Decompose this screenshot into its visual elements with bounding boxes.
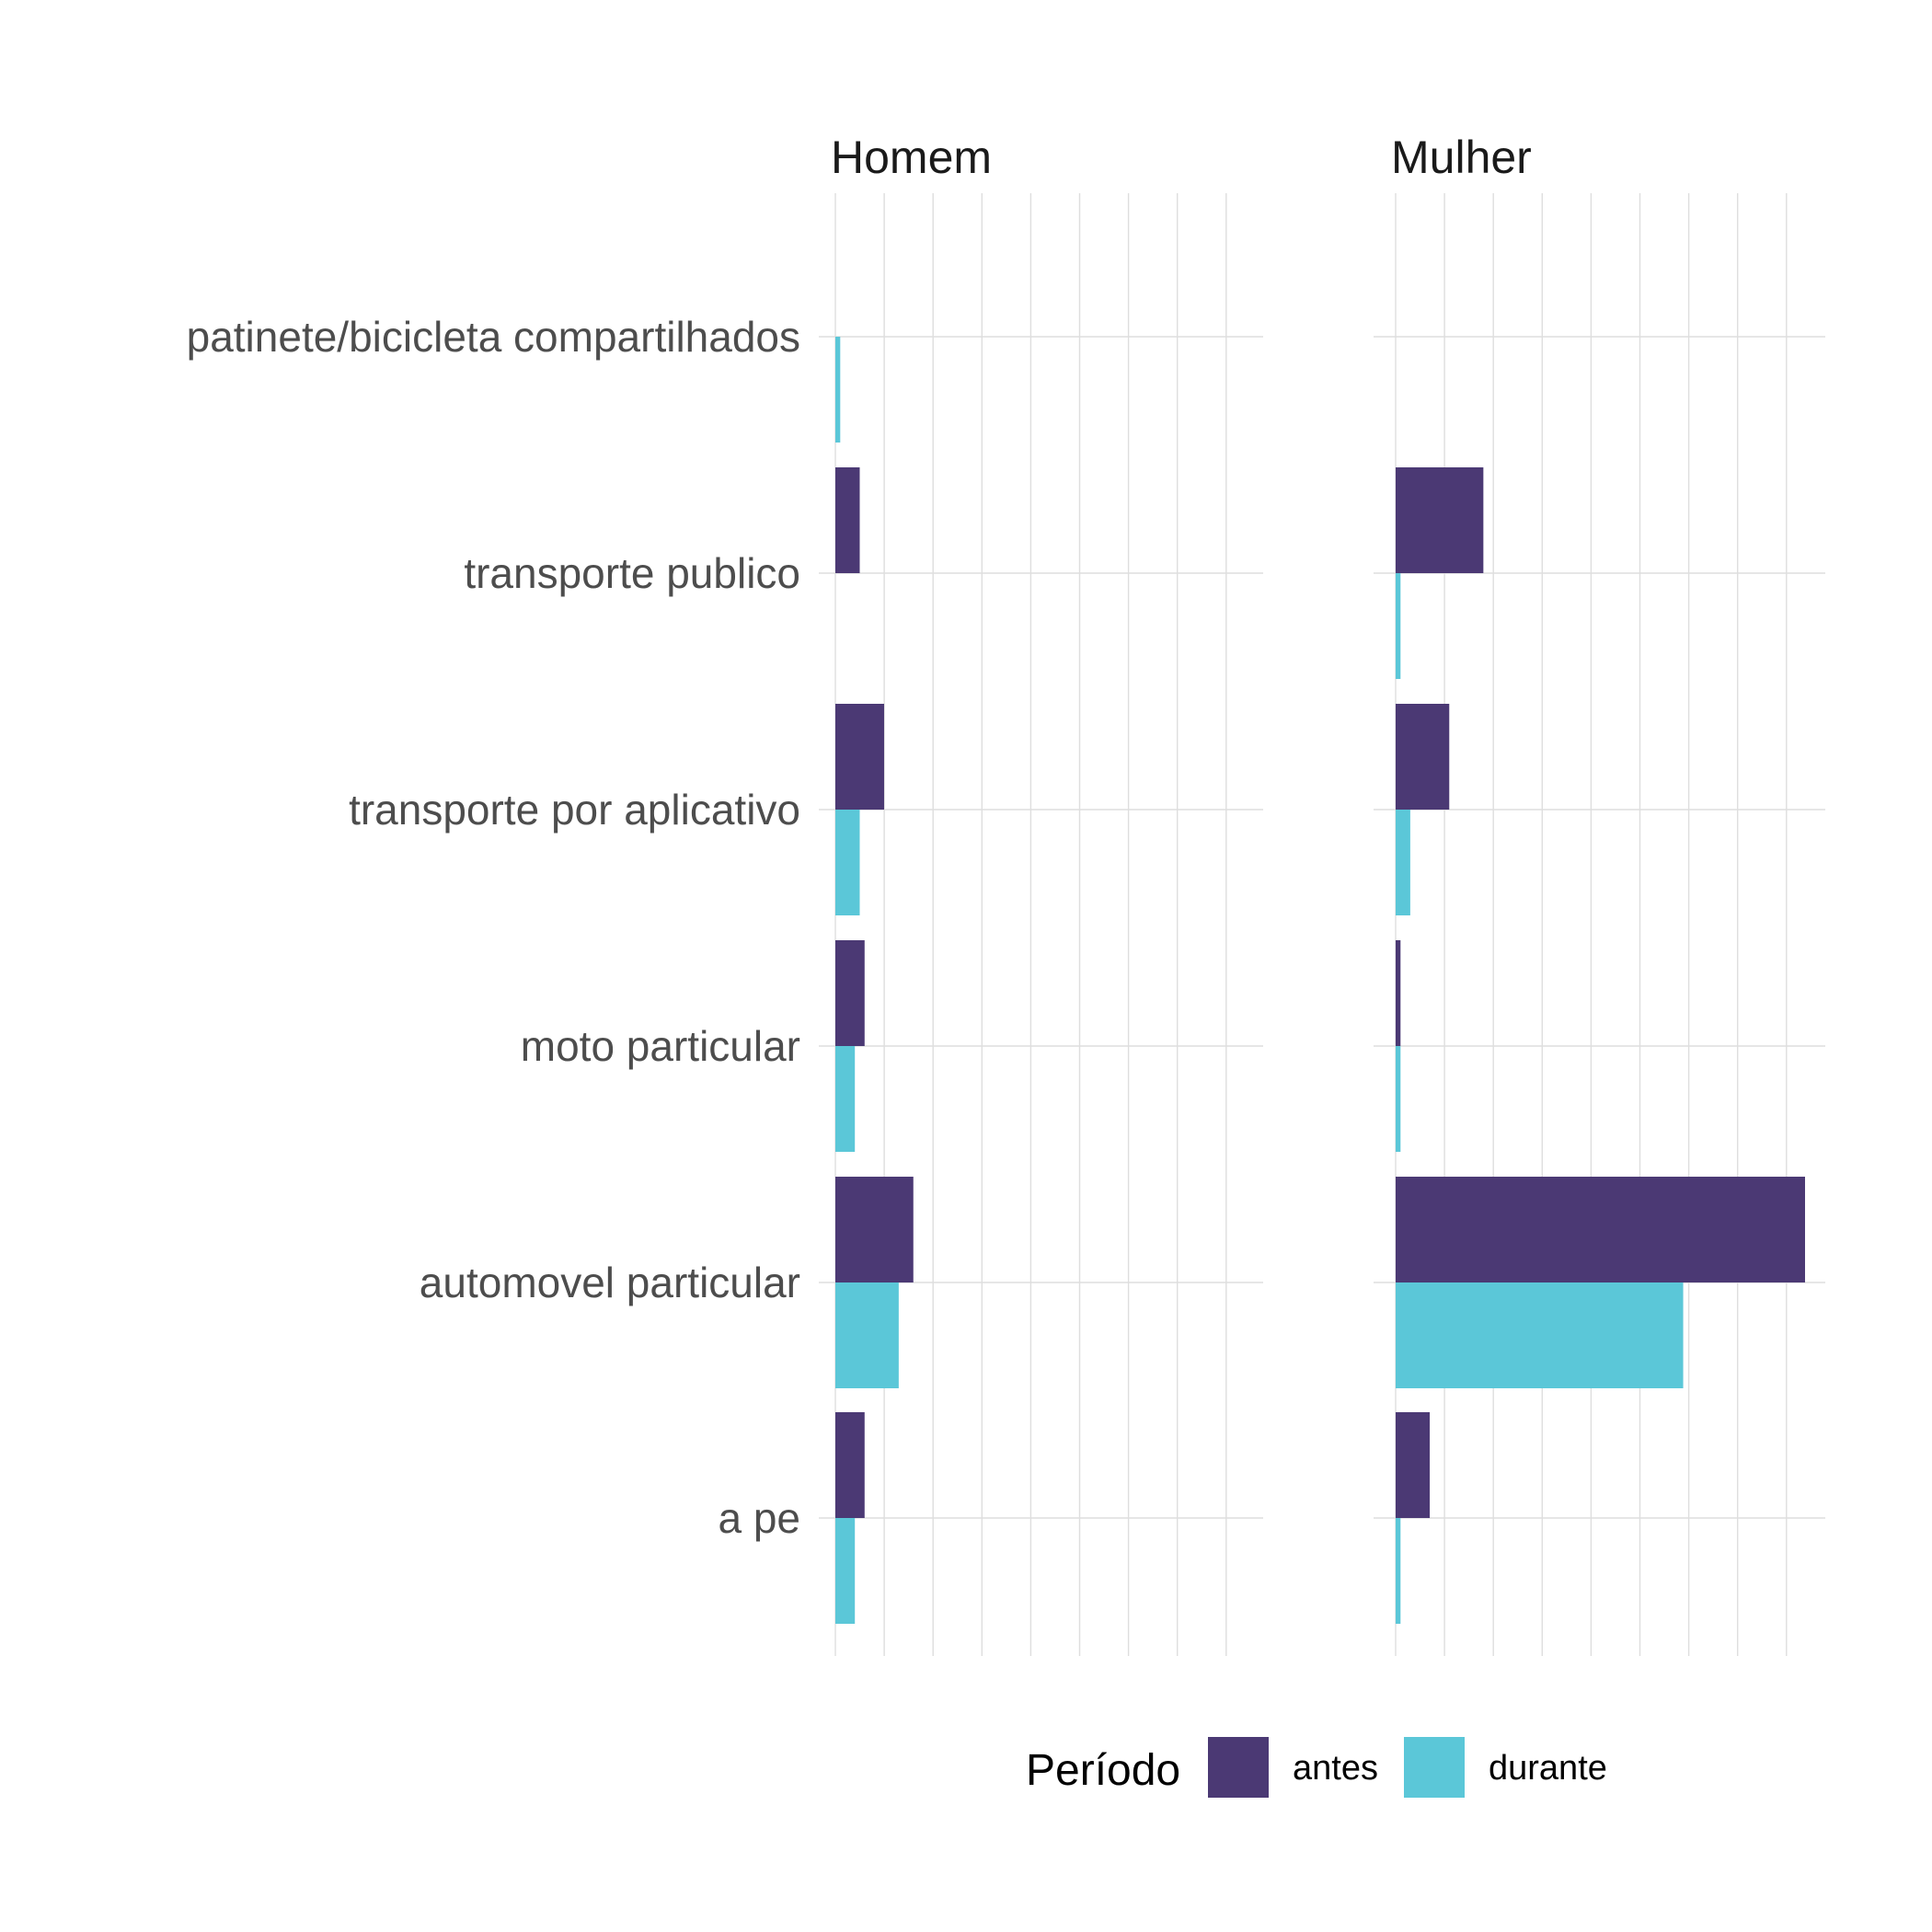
category-label: patinete/bicicleta compartilhados	[187, 313, 800, 361]
category-label: transporte por aplicativo	[349, 786, 800, 834]
bar-homem-antes-2	[835, 704, 884, 810]
bar-mulher-antes-5	[1396, 1412, 1431, 1518]
bar-mulher-antes-4	[1396, 1177, 1805, 1282]
bar-mulher-antes-3	[1396, 940, 1401, 1046]
facet-title-mulher: Mulher	[1391, 132, 1532, 183]
bar-mulher-antes-2	[1396, 704, 1450, 810]
category-label: transporte publico	[464, 549, 800, 597]
legend-label-antes: antes	[1293, 1749, 1378, 1788]
bar-homem-durante-2	[835, 810, 860, 915]
bar-mulher-durante-3	[1396, 1046, 1401, 1152]
bar-homem-durante-3	[835, 1046, 856, 1152]
bar-homem-antes-1	[835, 467, 860, 573]
bar-mulher-durante-2	[1396, 810, 1410, 915]
bar-mulher-durante-4	[1396, 1282, 1684, 1388]
bar-mulher-antes-1	[1396, 467, 1484, 573]
category-label: a pe	[718, 1494, 800, 1542]
legend-label-durante: durante	[1489, 1749, 1607, 1788]
category-label: automovel particular	[420, 1259, 800, 1306]
bar-homem-antes-5	[835, 1412, 865, 1518]
bar-mulher-durante-5	[1396, 1518, 1401, 1624]
category-label: moto particular	[521, 1022, 800, 1070]
legend-key-durante	[1404, 1737, 1465, 1798]
bar-homem-antes-3	[835, 940, 865, 1046]
bar-homem-durante-5	[835, 1518, 856, 1624]
bar-homem-antes-4	[835, 1177, 914, 1282]
legend-key-antes	[1208, 1737, 1269, 1798]
bar-homem-durante-0	[835, 337, 841, 443]
legend-title: Período	[1026, 1746, 1180, 1795]
bar-homem-durante-4	[835, 1282, 899, 1388]
bar-mulher-durante-1	[1396, 573, 1401, 679]
facet-title-homem: Homem	[831, 132, 992, 183]
